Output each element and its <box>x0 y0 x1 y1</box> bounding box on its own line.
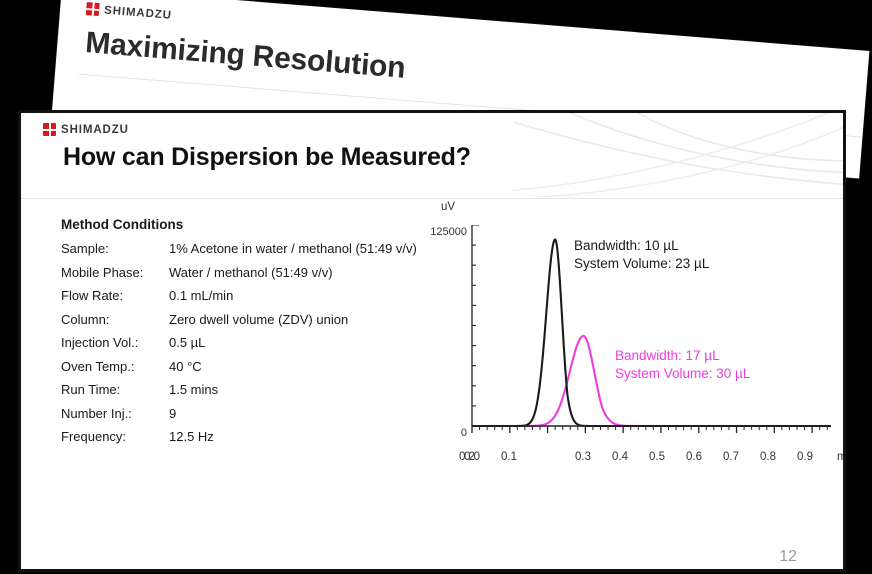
x-tick-label: 0.4 <box>612 451 628 463</box>
shimadzu-mark-icon <box>85 2 100 17</box>
condition-value: 0.1 mL/min <box>169 288 234 303</box>
x-axis-unit-label: min <box>837 451 846 463</box>
y-axis-tick-zero: 0 <box>460 427 467 439</box>
shimadzu-logo-front: SHIMADZU <box>43 123 129 136</box>
shimadzu-wordmark: SHIMADZU <box>61 123 129 136</box>
x-tick-label: 0.2 <box>459 451 475 463</box>
y-axis-unit-label: uV <box>441 201 456 213</box>
condition-label: Sample: <box>61 241 109 256</box>
annotation-line: System Volume: 30 µL <box>615 366 751 382</box>
condition-label: Column: <box>61 311 110 327</box>
method-conditions-heading: Method Conditions <box>61 217 184 232</box>
condition-value: 0.5 µL <box>169 335 206 350</box>
annotation-black-peak: Bandwidth: 10 µL System Volume: 23 µL <box>574 237 709 273</box>
condition-value: 1.5 mins <box>169 382 219 397</box>
list-item: Injection Vol.: 0.5 µL <box>61 335 441 350</box>
method-conditions-block: Method Conditions Sample: 1% Acetone in … <box>61 217 441 453</box>
method-conditions-list: Sample: 1% Acetone in water / methanol (… <box>61 241 441 444</box>
annotation-line: Bandwidth: 10 µL <box>574 238 679 253</box>
annotation-line: Bandwidth: 17 µL <box>615 348 720 363</box>
x-tick-label: 0.3 <box>575 451 591 463</box>
list-item: Number Inj.: 9 <box>61 406 441 421</box>
condition-value: 12.5 Hz <box>169 429 214 444</box>
condition-value: Zero dwell volume (ZDV) union <box>169 311 349 327</box>
condition-label: Run Time: <box>61 382 121 397</box>
list-item: Column: Zero dwell volume (ZDV) union <box>61 312 441 327</box>
y-axis-ticks <box>472 225 479 427</box>
list-item: Oven Temp.: 40 °C <box>61 359 441 374</box>
condition-value: 9 <box>169 405 177 421</box>
chart-plot-area <box>471 225 831 435</box>
decorative-arcs <box>513 113 843 197</box>
condition-value: 1% Acetone in water / methanol (51:49 v/… <box>169 241 417 256</box>
condition-label: Mobile Phase: <box>61 264 144 280</box>
x-tick-label: 0.9 <box>797 451 813 463</box>
x-tick-label: 0.6 <box>686 451 702 463</box>
x-tick-label: 0.1 <box>501 451 517 463</box>
condition-label: Injection Vol.: <box>61 335 139 350</box>
background-slide-title: Maximizing Resolution <box>84 26 407 85</box>
annotation-line: System Volume: 23 µL <box>574 256 710 272</box>
list-item: Frequency: 12.5 Hz <box>61 429 441 444</box>
page-title: How can Dispersion be Measured? <box>63 143 471 171</box>
x-tick-label: 0.8 <box>760 451 776 463</box>
chromatogram-chart: uV 125000 0 <box>419 199 843 469</box>
page-number: 12 <box>779 548 797 565</box>
condition-label: Frequency: <box>61 429 127 444</box>
list-item: Mobile Phase: Water / methanol (51:49 v/… <box>61 265 441 280</box>
slide-header: SHIMADZU How can Dispersion be Measured? <box>21 113 843 199</box>
chart-svg <box>471 225 831 433</box>
slide-body: Method Conditions Sample: 1% Acetone in … <box>21 199 843 569</box>
condition-label: Oven Temp.: <box>61 358 135 374</box>
condition-label: Flow Rate: <box>61 288 124 303</box>
y-axis-tick-max: 125000 <box>430 226 467 238</box>
condition-value: Water / methanol (51:49 v/v) <box>169 264 333 280</box>
shimadzu-mark-icon <box>43 123 56 136</box>
x-tick-label: 0.7 <box>723 451 739 463</box>
foreground-slide[interactable]: SHIMADZU How can Dispersion be Measured?… <box>18 110 846 572</box>
x-axis-ticks <box>471 426 828 433</box>
list-item: Run Time: 1.5 mins <box>61 382 441 397</box>
list-item: Sample: 1% Acetone in water / methanol (… <box>61 241 441 256</box>
condition-label: Number Inj.: <box>61 405 132 421</box>
shimadzu-wordmark: SHIMADZU <box>103 3 173 22</box>
annotation-magenta-peak: Bandwidth: 17 µL System Volume: 30 µL <box>615 347 750 383</box>
x-tick-label: 0.5 <box>649 451 665 463</box>
condition-value: 40 °C <box>169 358 202 374</box>
list-item: Flow Rate: 0.1 mL/min <box>61 288 441 303</box>
x-tick-label: 0.0 <box>464 451 480 463</box>
shimadzu-logo-back: SHIMADZU <box>85 2 173 22</box>
